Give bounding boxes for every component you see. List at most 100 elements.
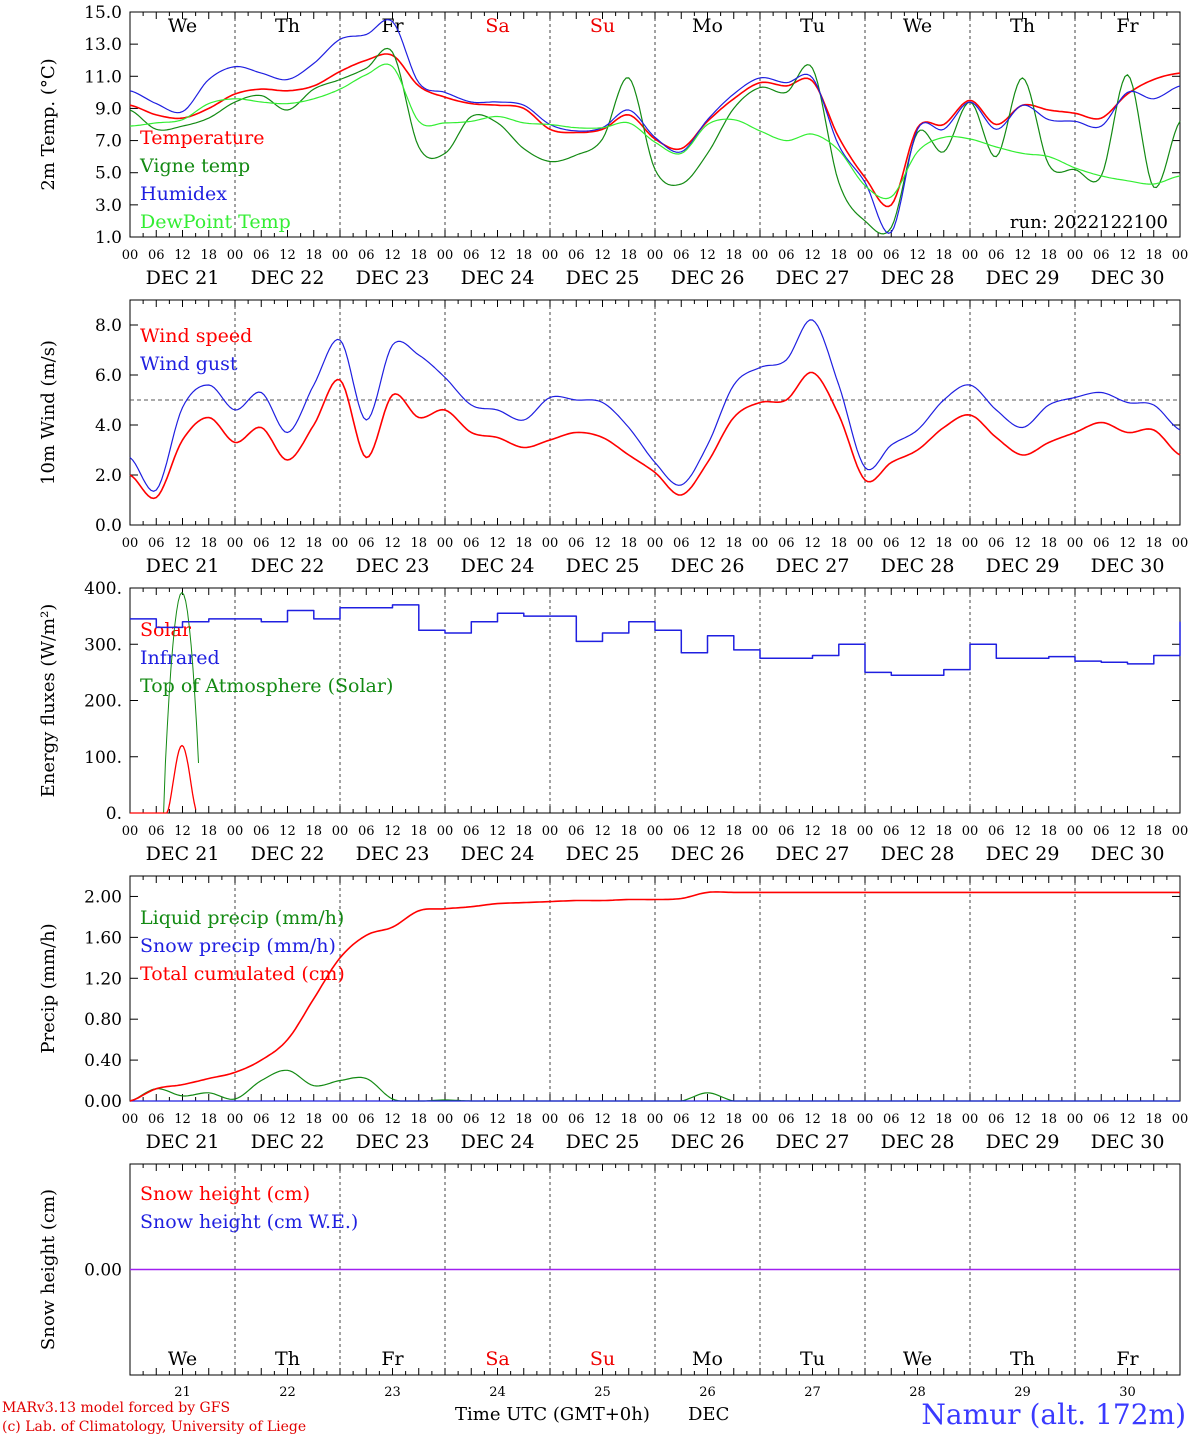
y-tick-label: 15.0 <box>84 3 122 23</box>
date-label: DEC 23 <box>356 1131 430 1153</box>
day-number-label: 28 <box>909 1385 926 1400</box>
legend-entry: Liquid precip (mm/h) <box>140 907 344 929</box>
hour-label: 00 <box>857 248 874 263</box>
y-tick-label: 13.0 <box>84 35 122 55</box>
plot-frame <box>129 11 1181 238</box>
hour-label: 18 <box>1040 824 1057 839</box>
hour-label: 00 <box>962 248 979 263</box>
hour-label: 00 <box>332 536 349 551</box>
hour-label: 00 <box>1067 248 1084 263</box>
date-label: DEC 21 <box>146 555 220 577</box>
solar-line <box>130 744 197 814</box>
series-line-3 <box>129 19 1181 234</box>
legend-entry: Infrared <box>140 647 220 669</box>
hour-label: 00 <box>332 248 349 263</box>
y-tick-label: 100. <box>84 748 122 768</box>
hour-label: 18 <box>1040 248 1057 263</box>
hour-label: 12 <box>909 248 926 263</box>
hour-label: 06 <box>778 536 795 551</box>
hour-label: 00 <box>227 1112 244 1127</box>
hour-label: 00 <box>332 1112 349 1127</box>
hour-label: 06 <box>673 536 690 551</box>
date-label: DEC 27 <box>776 555 850 577</box>
hour-label: 12 <box>174 248 191 263</box>
hour-label: 12 <box>594 248 611 263</box>
hour-label: 00 <box>227 536 244 551</box>
legend-entry: Snow precip (mm/h) <box>140 935 336 957</box>
day-number-label: 26 <box>699 1385 716 1400</box>
y-tick-label: 2.0 <box>95 466 122 486</box>
legend-entry: Wind speed <box>140 325 252 347</box>
hour-label: 00 <box>122 248 139 263</box>
hour-label: 00 <box>962 824 979 839</box>
legend-entry: Snow height (cm) <box>140 1183 310 1205</box>
hour-label: 00 <box>227 824 244 839</box>
y-axis-title: 2m Temp. (°C) <box>38 58 59 190</box>
day-of-week-label: Su <box>590 15 615 37</box>
day-number-label: 30 <box>1119 1385 1136 1400</box>
y-axis-title: 10m Wind (m/s) <box>38 340 59 485</box>
legend-entry: Wind gust <box>140 353 238 375</box>
day-of-week-label: Tu <box>800 1348 825 1370</box>
hour-label: 00 <box>1067 1112 1084 1127</box>
date-label: DEC 26 <box>671 267 745 289</box>
hour-label: 12 <box>279 824 296 839</box>
day-of-week-label: We <box>903 15 932 37</box>
legend-entry: Snow height (cm W.E.) <box>140 1211 358 1233</box>
date-label: DEC 30 <box>1091 555 1165 577</box>
hour-label: 12 <box>384 1112 401 1127</box>
hour-label: 12 <box>594 824 611 839</box>
hour-label: 00 <box>752 824 769 839</box>
hour-label: 12 <box>279 536 296 551</box>
day-number-label: 24 <box>489 1385 506 1400</box>
hour-label: 00 <box>647 824 664 839</box>
hour-label: 18 <box>305 248 322 263</box>
hour-label: 00 <box>437 536 454 551</box>
date-label: DEC 28 <box>881 267 955 289</box>
y-tick-label: 2.00 <box>84 887 122 907</box>
y-tick-label: 1.60 <box>84 928 122 948</box>
toa-solar-line <box>130 592 199 814</box>
hour-label: 06 <box>463 248 480 263</box>
hour-label: 12 <box>489 824 506 839</box>
date-label: DEC 26 <box>671 843 745 865</box>
hour-label: 18 <box>200 536 217 551</box>
hour-label: 00 <box>752 248 769 263</box>
y-tick-label: 0. <box>106 804 122 824</box>
y-tick-label: 200. <box>84 692 122 712</box>
hour-label: 12 <box>804 248 821 263</box>
hour-label: 06 <box>988 824 1005 839</box>
y-tick-label: 3.0 <box>95 196 122 216</box>
hour-label: 18 <box>200 1112 217 1127</box>
date-label: DEC 30 <box>1091 843 1165 865</box>
date-label: DEC 23 <box>356 843 430 865</box>
hour-label: 18 <box>410 248 427 263</box>
month-label: DEC <box>688 1404 730 1425</box>
hour-label: 18 <box>410 536 427 551</box>
y-tick-label: 0.80 <box>84 1010 122 1030</box>
hour-label: 06 <box>883 248 900 263</box>
series-line-1 <box>129 371 1181 500</box>
panel-4: 0.00 0.40 0.80 1.20 1.60 2.00 Precip (mm/h) 00 0… <box>38 875 1188 1153</box>
panel-1: 1.0 3.0 5.0 7.0 9.0 11.0 13.0 15.0 2m Temp. (°C)… <box>38 3 1188 289</box>
hour-label: 12 <box>699 248 716 263</box>
hour-label: 06 <box>568 1112 585 1127</box>
hour-label: 00 <box>332 824 349 839</box>
hour-label: 06 <box>358 824 375 839</box>
hour-label: 18 <box>830 1112 847 1127</box>
hour-label: 00 <box>962 1112 979 1127</box>
hour-label: 06 <box>673 248 690 263</box>
hour-label: 06 <box>883 536 900 551</box>
day-number-label: 23 <box>384 1385 401 1400</box>
hour-label: 06 <box>568 248 585 263</box>
hour-label: 18 <box>830 824 847 839</box>
day-number-label: 27 <box>804 1385 821 1400</box>
day-of-week-label: Fr <box>381 1348 404 1370</box>
hour-label: 00 <box>542 536 559 551</box>
hour-label: 18 <box>935 1112 952 1127</box>
hour-label: 18 <box>725 1112 742 1127</box>
day-number-label: 25 <box>594 1385 611 1400</box>
date-label: DEC 23 <box>356 555 430 577</box>
hour-label: 12 <box>804 824 821 839</box>
hour-label: 12 <box>1014 1112 1031 1127</box>
